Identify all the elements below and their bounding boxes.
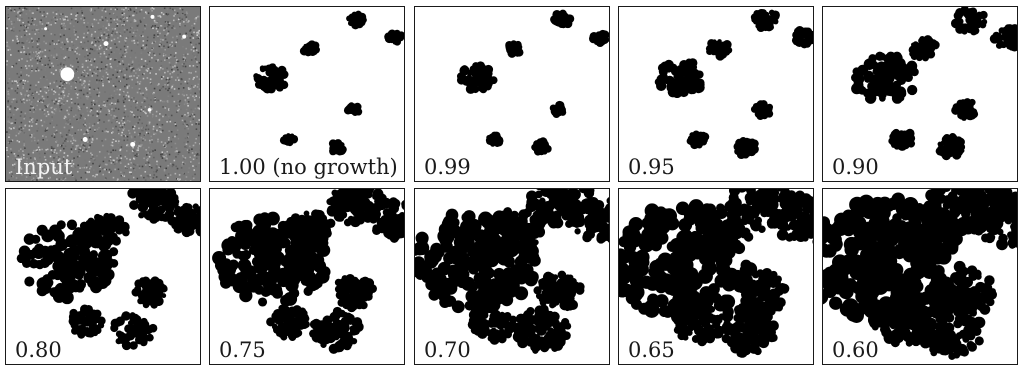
segmented-region	[673, 299, 725, 347]
segmented-region	[888, 128, 916, 151]
star-point	[150, 14, 155, 19]
panel-label: Input	[15, 155, 73, 179]
segmentation-mask	[212, 189, 404, 354]
segmented-region	[935, 133, 966, 161]
segmented-region	[550, 9, 575, 29]
panel-label: 0.65	[628, 338, 675, 362]
segmented-region	[989, 24, 1017, 52]
segmentation-mask	[16, 189, 200, 351]
segmented-region	[888, 200, 959, 263]
threshold-panel: 0.75	[209, 188, 405, 365]
threshold-panel: 0.80	[5, 188, 201, 365]
segmented-region	[127, 189, 180, 224]
noise-speckle	[6, 7, 200, 181]
segmented-region	[908, 35, 940, 62]
segmented-region	[456, 61, 498, 94]
segmented-region	[384, 29, 404, 46]
threshold-panel: 0.95	[618, 6, 814, 182]
star-point	[103, 41, 109, 47]
segmented-region	[84, 212, 130, 252]
segmented-region	[733, 137, 759, 160]
segmented-region	[467, 300, 518, 345]
segmented-region	[131, 276, 168, 309]
segmented-region	[654, 58, 705, 99]
panel-label: 1.00 (no growth)	[219, 155, 398, 179]
segmented-region	[769, 192, 813, 244]
segmented-region	[512, 304, 572, 354]
segmented-region	[735, 267, 790, 317]
segmented-region	[686, 130, 710, 150]
segmented-region	[167, 202, 200, 238]
segmented-region	[533, 270, 585, 312]
star-point	[130, 141, 136, 147]
segmented-region	[266, 304, 310, 342]
segmented-region	[334, 274, 377, 313]
segmented-region	[346, 10, 367, 30]
segmented-region	[279, 133, 299, 147]
segmentation-mask	[456, 9, 609, 156]
segmented-region	[572, 197, 609, 244]
input-image-panel: Input	[5, 6, 201, 182]
segmentation-mask	[851, 7, 1017, 161]
panel-label: 0.75	[219, 338, 266, 362]
segmented-region	[505, 40, 524, 58]
star-point	[182, 34, 187, 39]
panel-label: 0.80	[15, 338, 62, 362]
segmented-region	[705, 39, 733, 61]
segmentation-mask	[253, 10, 404, 156]
panel-label: 0.70	[424, 338, 471, 362]
segmented-region	[328, 139, 347, 156]
segmented-region	[912, 304, 986, 360]
panel-label: 0.90	[832, 155, 879, 179]
segmented-region	[951, 98, 979, 121]
panel-label: 0.60	[832, 338, 879, 362]
star-point	[60, 67, 75, 82]
star-point	[147, 108, 152, 112]
noisy-input-image	[6, 7, 200, 181]
threshold-panel: 0.65	[618, 188, 814, 365]
segmented-region	[68, 304, 106, 339]
segmented-region	[531, 137, 552, 156]
segmented-region	[368, 197, 404, 243]
segmented-region	[851, 51, 919, 104]
panel-label: 0.99	[424, 155, 471, 179]
segmented-region	[713, 303, 779, 358]
star-point	[44, 27, 48, 31]
threshold-panel: 0.99	[414, 6, 610, 182]
segmented-region	[970, 191, 1017, 251]
segmented-region	[589, 29, 609, 48]
segmented-region	[950, 7, 988, 36]
panel-label: 0.95	[628, 155, 675, 179]
segmentation-mask	[415, 189, 609, 354]
segmented-region	[484, 207, 546, 255]
segmented-region	[253, 63, 289, 94]
segmented-region	[791, 25, 813, 49]
segmented-region	[619, 199, 758, 324]
segmented-region	[343, 102, 363, 117]
threshold-panel: 0.60	[822, 188, 1018, 365]
threshold-panel: 0.70	[414, 188, 610, 365]
threshold-panel: 0.90	[822, 6, 1018, 182]
segmented-region	[549, 100, 567, 119]
segmented-region	[110, 311, 158, 351]
segmented-region	[309, 306, 364, 354]
star-point	[82, 137, 88, 142]
segmentation-mask	[619, 189, 813, 358]
segmented-region	[283, 209, 336, 255]
segmented-region	[750, 8, 780, 33]
segmented-region	[485, 131, 504, 147]
segmentation-mask	[654, 8, 813, 160]
segmented-region	[299, 40, 320, 57]
segmented-region	[750, 100, 774, 121]
segmentation-mask	[823, 189, 1017, 360]
threshold-panel: 1.00 (no growth)	[209, 6, 405, 182]
segmented-region	[688, 203, 754, 257]
segmented-region	[16, 219, 119, 305]
